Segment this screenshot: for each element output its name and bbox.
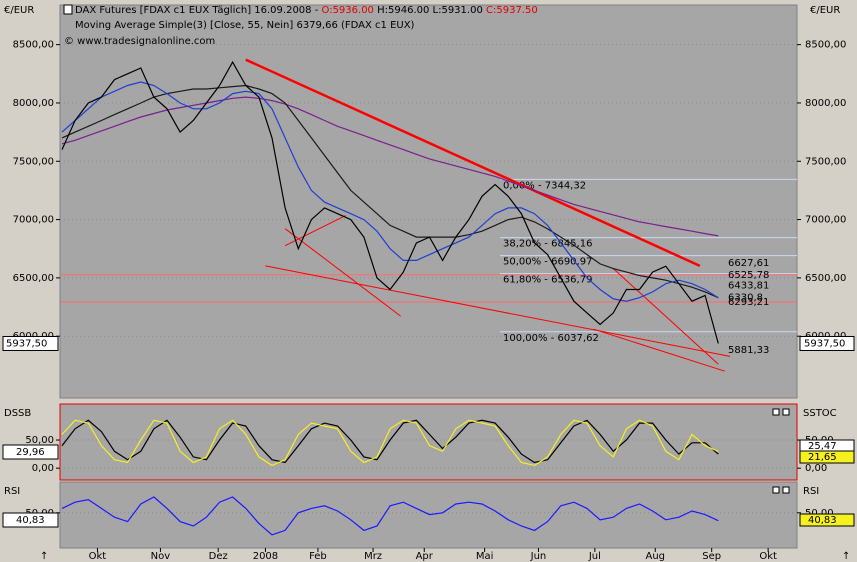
- fib-label: 0,00% - 7344,32: [503, 180, 586, 191]
- fib-label: 50,00% - 6690,97: [503, 257, 592, 268]
- series-line: [61, 96, 719, 237]
- value-label: 5937,50: [6, 338, 47, 349]
- y-tick-label: 0,00: [32, 463, 54, 474]
- y-axis-label: €/EUR: [4, 5, 34, 16]
- panel-name: SSTOC: [803, 408, 837, 419]
- x-tick-label: Mrz: [364, 551, 382, 562]
- x-tick-label: Jul: [588, 551, 601, 562]
- trend-line: [245, 58, 701, 268]
- value-label: 40,83: [16, 515, 45, 526]
- subtitle: Moving Average Simple(3) [Close, 55, Nei…: [75, 20, 415, 31]
- panel: [59, 481, 798, 549]
- value-label: 5937,50: [804, 338, 845, 349]
- value-box: [799, 513, 855, 527]
- y-tick-label: 7500,00: [805, 156, 846, 167]
- panel-button: [782, 408, 790, 416]
- value-label: 29,96: [16, 447, 45, 458]
- x-tick-label: 2008: [253, 551, 278, 562]
- panel: [59, 4, 798, 399]
- title-part: C:5937.50: [486, 5, 538, 16]
- fib-label: 100,00% - 6037,62: [503, 333, 599, 344]
- x-tick-label: Jun: [530, 551, 547, 562]
- x-tick-label: Apr: [416, 551, 434, 562]
- chart-title: DAX Futures [FDAX c1 EUX Täglich] 16.09.…: [75, 5, 538, 16]
- series-line: [61, 419, 719, 464]
- y-tick-label: 50,00: [25, 435, 54, 446]
- value-label: 25,47: [808, 441, 837, 452]
- panel-button: [782, 486, 790, 494]
- level-label: 6293,21: [728, 297, 769, 308]
- series-line: [61, 81, 719, 302]
- series-line: [61, 496, 719, 536]
- x-tick-label: Okt: [759, 551, 777, 562]
- y-tick-label: 50,00: [805, 508, 834, 519]
- trend-line: [265, 265, 731, 357]
- title-part: H:5946.00 L:5931.00: [374, 5, 486, 16]
- x-tick-label: Nov: [151, 551, 171, 562]
- panel-name: RSI: [4, 486, 20, 497]
- level-label: 5881,33: [728, 345, 769, 356]
- x-tick-label: Mai: [476, 551, 494, 562]
- level-label: 6627,61: [728, 258, 769, 269]
- series-line: [61, 60, 719, 344]
- trend-line: [612, 268, 719, 365]
- value-box: [799, 335, 855, 351]
- fib-label: 38,20% - 6845,16: [503, 239, 592, 250]
- x-tick-label: Dez: [209, 551, 228, 562]
- y-tick-label: 7000,00: [805, 215, 846, 226]
- level-label: 6525,78: [728, 270, 769, 281]
- y-tick-label: 6500,00: [805, 273, 846, 284]
- fib-label: 61,80% - 6536,79: [503, 275, 592, 286]
- x-tick-label: Sep: [702, 551, 721, 562]
- y-tick-label: 7500,00: [13, 156, 54, 167]
- value-box: [2, 512, 59, 528]
- source: © www.tradesignalonline.com: [64, 36, 215, 47]
- series-line: [61, 84, 719, 299]
- title-icon: [63, 4, 73, 15]
- value-box: [799, 450, 855, 464]
- y-tick-label: 8500,00: [13, 40, 54, 51]
- y-tick-label: 8500,00: [805, 40, 846, 51]
- level-label: 6330,8: [728, 293, 763, 304]
- arrow-icon: ↑: [40, 551, 48, 562]
- y-tick-label: 8000,00: [805, 98, 846, 109]
- y-tick-label: 7000,00: [13, 215, 54, 226]
- level-label: 6433,81: [728, 281, 769, 292]
- value-box: [2, 444, 59, 460]
- value-box: [2, 335, 59, 351]
- value-label: 40,83: [808, 515, 837, 526]
- value-label: 21,65: [808, 452, 837, 463]
- y-tick-label: 8000,00: [13, 98, 54, 109]
- y-tick-label: 6500,00: [13, 273, 54, 284]
- trend-line: [593, 328, 725, 372]
- y-axis-label: €/EUR: [810, 5, 840, 16]
- trend-line: [284, 228, 401, 317]
- title-part: DAX Futures [FDAX c1 EUX Täglich] 16.09.…: [75, 5, 322, 16]
- arrow-icon: ↑: [842, 551, 850, 562]
- panel-button: [772, 486, 780, 494]
- series-line: [61, 419, 719, 467]
- panel-button: [772, 408, 780, 416]
- panel-name: RSI: [803, 486, 819, 497]
- y-tick-label: 0,00: [805, 463, 827, 474]
- panel-name: DSSB: [4, 408, 31, 419]
- x-tick-label: Aug: [645, 551, 665, 562]
- x-tick-label: Okt: [89, 551, 107, 562]
- x-tick-label: Feb: [309, 551, 327, 562]
- title-part: O:5936.00: [322, 5, 374, 16]
